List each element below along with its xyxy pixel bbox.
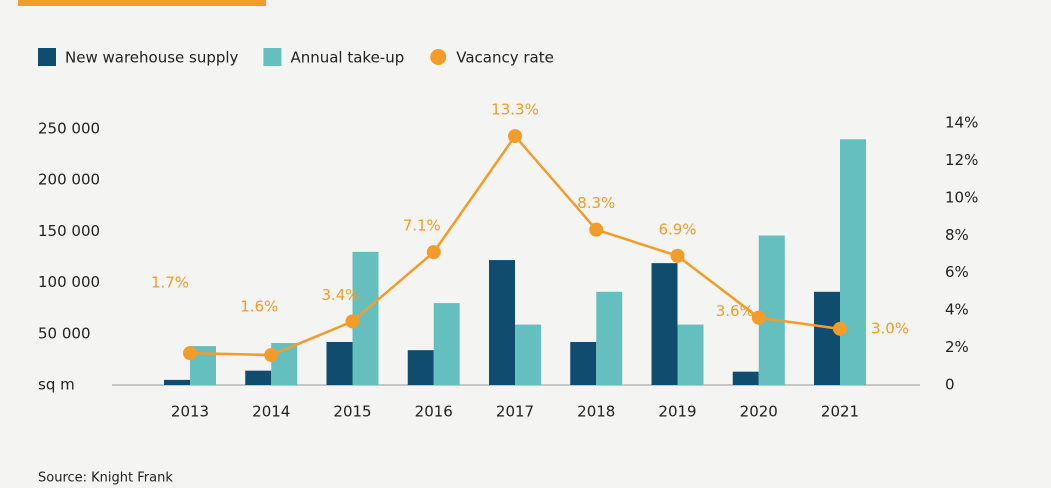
bar bbox=[245, 370, 272, 385]
y-tick-label: 200 000 bbox=[38, 171, 100, 189]
point bbox=[589, 222, 604, 237]
y2-tick-label: 12% bbox=[945, 151, 978, 169]
point bbox=[508, 129, 522, 144]
bar bbox=[758, 235, 785, 385]
x-tick-label: 2021 bbox=[821, 403, 859, 421]
bar bbox=[596, 291, 623, 385]
legend-swatch bbox=[263, 48, 282, 66]
bar bbox=[651, 263, 678, 385]
y2-tick-label: 0 bbox=[945, 376, 955, 394]
data-label: 3.6% bbox=[716, 302, 754, 320]
y2-tick-label: 10% bbox=[945, 188, 978, 206]
x-tick-label: 2014 bbox=[252, 403, 290, 421]
data-label: 8.3% bbox=[577, 194, 615, 212]
bar bbox=[677, 324, 704, 385]
bar bbox=[570, 341, 597, 385]
data-label: 7.1% bbox=[403, 217, 441, 235]
point bbox=[670, 248, 685, 263]
data-label: 1.7% bbox=[151, 274, 189, 292]
bar bbox=[515, 324, 541, 385]
bar bbox=[732, 371, 759, 385]
point bbox=[345, 314, 360, 329]
data-label: 1.6% bbox=[240, 298, 278, 316]
legend-swatch bbox=[430, 49, 447, 65]
data-label: 13.3% bbox=[491, 101, 539, 119]
header-accent bbox=[18, 0, 266, 6]
x-tick-label: 2019 bbox=[658, 403, 696, 421]
y-tick-label: 100 000 bbox=[38, 273, 100, 291]
bar bbox=[326, 341, 353, 385]
point bbox=[751, 310, 766, 325]
y2-tick-label: 2% bbox=[945, 338, 969, 356]
point bbox=[264, 348, 279, 363]
point bbox=[183, 346, 197, 361]
bar bbox=[164, 379, 190, 385]
bar bbox=[840, 139, 866, 385]
y2-tick-label: 4% bbox=[945, 301, 969, 319]
legend-swatch bbox=[38, 48, 56, 66]
x-tick-label: 2018 bbox=[577, 403, 615, 421]
bar bbox=[407, 350, 434, 385]
bar bbox=[433, 303, 460, 385]
y2-tick-label: 14% bbox=[945, 114, 978, 132]
legend-label: Vacancy rate bbox=[456, 49, 554, 67]
point bbox=[833, 321, 847, 336]
y2-tick-label: 8% bbox=[945, 226, 969, 244]
y-tick-label: sq m bbox=[38, 376, 75, 394]
x-tick-label: 2016 bbox=[415, 403, 453, 421]
data-label: 6.9% bbox=[658, 220, 696, 238]
x-tick-label: 2015 bbox=[333, 403, 371, 421]
x-tick-label: 2013 bbox=[171, 403, 209, 421]
data-label: 3.0% bbox=[871, 319, 909, 337]
legend-label: New warehouse supply bbox=[65, 49, 239, 67]
x-tick-label: 2020 bbox=[740, 403, 778, 421]
y2-tick-label: 6% bbox=[945, 263, 969, 281]
bar bbox=[814, 291, 840, 385]
legend-label: Annual take-up bbox=[290, 49, 404, 67]
bar bbox=[489, 260, 515, 385]
y-tick-label: 50 000 bbox=[38, 324, 91, 342]
x-tick-label: 2017 bbox=[496, 403, 534, 421]
y-tick-label: 250 000 bbox=[38, 120, 100, 138]
data-label: 3.4% bbox=[321, 286, 359, 304]
source: Source: Knight Frank bbox=[38, 471, 173, 486]
y-tick-label: 150 000 bbox=[38, 222, 100, 240]
point bbox=[426, 245, 441, 260]
